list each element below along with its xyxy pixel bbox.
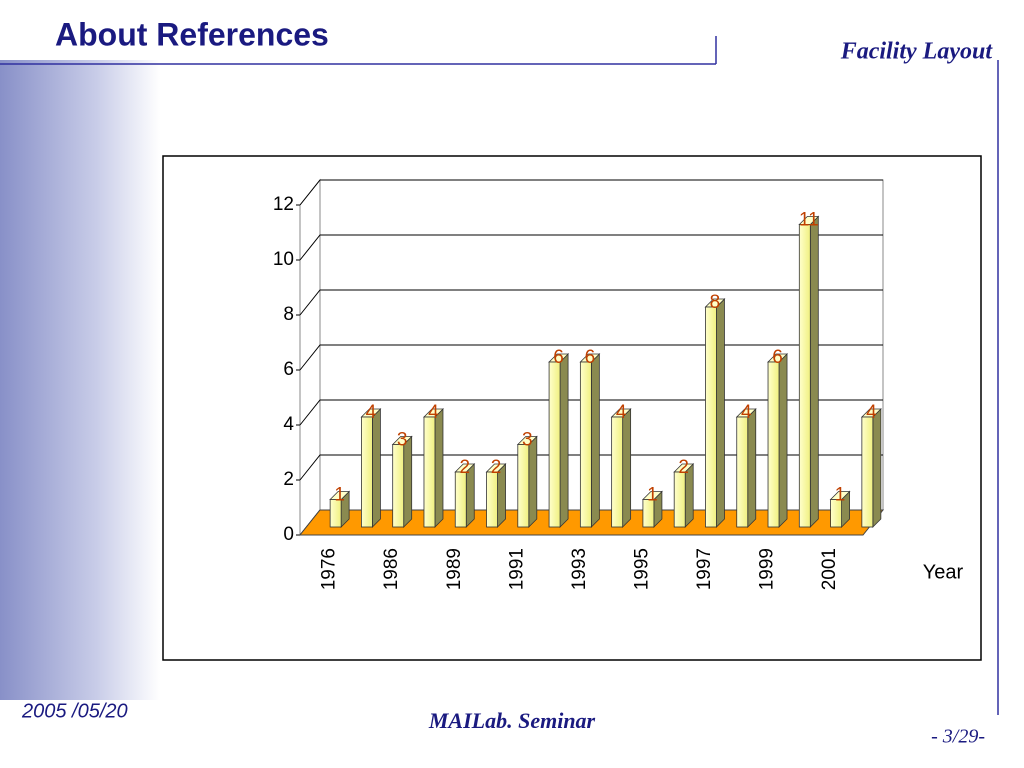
bar <box>705 306 717 528</box>
bar <box>767 361 780 528</box>
page-number: - 3/29- <box>931 726 985 748</box>
bar <box>579 361 592 528</box>
x-tick-label: 1997 <box>694 548 715 590</box>
header-right: Facility Layout <box>840 39 994 65</box>
bar-side <box>372 408 381 528</box>
bar <box>423 416 436 528</box>
bar <box>830 499 842 528</box>
data-label: 1 <box>835 485 846 506</box>
bar <box>736 416 749 528</box>
bar <box>548 361 561 528</box>
y-tick-label: 12 <box>273 194 294 215</box>
y-tick-label: 0 <box>283 524 294 545</box>
bar <box>454 471 467 528</box>
grid-line <box>299 179 883 206</box>
bar <box>486 471 498 528</box>
data-label: 4 <box>866 402 877 423</box>
y-tick-label: 10 <box>273 249 294 270</box>
bar-side <box>590 353 600 528</box>
data-label: 11 <box>799 210 819 231</box>
bar <box>673 471 686 528</box>
bar <box>361 416 373 528</box>
bar-side <box>778 353 788 528</box>
x-tick-label: 1999 <box>757 548 778 590</box>
grid-line <box>299 344 883 371</box>
bar-side <box>434 408 444 528</box>
x-tick-label: 2001 <box>819 548 840 590</box>
data-label: 4 <box>741 402 752 423</box>
bar <box>392 444 405 528</box>
x-tick-label: 1995 <box>631 548 652 590</box>
bar <box>517 444 530 528</box>
bar-side <box>809 215 819 528</box>
slide-title: About References <box>55 16 329 52</box>
bar <box>798 224 811 528</box>
bar-side <box>716 298 725 528</box>
bar-side <box>747 408 757 528</box>
data-label: 4 <box>366 402 377 423</box>
data-label: 2 <box>491 457 502 478</box>
grid-line <box>299 289 883 316</box>
y-tick-label: 4 <box>283 414 294 435</box>
x-axis-title: Year <box>923 561 964 583</box>
data-label: 2 <box>678 457 689 478</box>
grid-line <box>299 399 883 426</box>
grid-line <box>299 234 883 261</box>
bar <box>861 416 874 528</box>
bar <box>642 499 655 528</box>
x-tick-label: 1991 <box>506 548 527 590</box>
data-label: 2 <box>459 457 470 478</box>
x-tick-label: 1986 <box>381 548 402 590</box>
y-tick-label: 6 <box>283 359 294 380</box>
date: 2005 /05/20 <box>21 700 128 722</box>
footer: MAILab. Seminar <box>428 708 596 733</box>
data-label: 1 <box>647 485 658 506</box>
data-label: 4 <box>616 402 627 423</box>
bar-side <box>559 353 569 528</box>
data-label: 3 <box>397 430 408 451</box>
x-tick-label: 1976 <box>319 548 340 590</box>
x-tick-label: 1989 <box>444 548 465 590</box>
bar-side <box>872 408 882 528</box>
side-image <box>0 60 160 700</box>
data-label: 8 <box>710 292 721 313</box>
data-label: 6 <box>772 347 783 368</box>
x-tick-label: 1993 <box>569 548 590 590</box>
bar-side <box>622 408 632 528</box>
bar <box>611 416 624 528</box>
data-label: 6 <box>585 347 596 368</box>
y-tick-label: 2 <box>283 469 294 490</box>
data-label: 6 <box>553 347 564 368</box>
data-label: 3 <box>522 430 533 451</box>
bar <box>329 499 342 528</box>
data-label: 1 <box>334 485 345 506</box>
y-tick-label: 8 <box>283 304 294 325</box>
grid-line <box>299 454 883 481</box>
data-label: 4 <box>428 402 439 423</box>
